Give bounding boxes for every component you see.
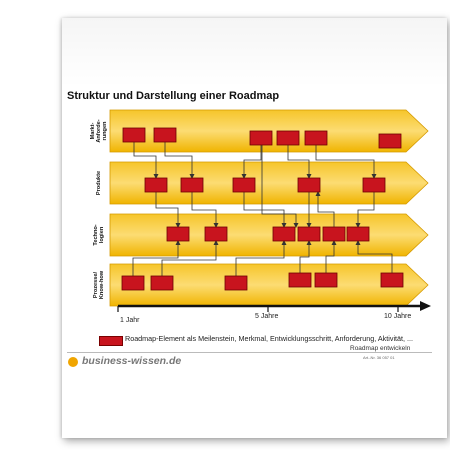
row-label-line: Anforde- — [96, 119, 102, 142]
roadmap-element — [121, 275, 145, 291]
time-axis-arrow — [420, 301, 431, 311]
roadmap-element — [232, 177, 256, 193]
connector-line — [241, 145, 262, 179]
roadmap-element — [122, 127, 146, 143]
roadmap-element — [272, 226, 296, 242]
row-label-line: Techno- — [93, 224, 99, 245]
roadmap-element — [297, 177, 321, 193]
row-label: Prozesse/Know-how — [93, 270, 105, 299]
roadmap-element — [204, 226, 228, 242]
connector-line — [355, 192, 375, 228]
roadmap-element — [380, 272, 404, 288]
roadmap-element — [150, 275, 174, 291]
roadmap-element — [276, 130, 300, 146]
connector-line — [235, 240, 287, 276]
row-label-line: logien — [99, 226, 105, 243]
roadmap-element — [180, 177, 204, 193]
roadmap-element — [153, 127, 177, 143]
document-title: Roadmap entwickeln — [350, 345, 411, 352]
row-label-line: Produkte — [96, 171, 102, 195]
roadmap-band-3 — [109, 213, 429, 257]
brand-logo-dot — [68, 357, 78, 367]
connector-line — [315, 191, 335, 227]
connector-line — [355, 240, 393, 273]
roadmap-element — [346, 226, 370, 242]
roadmap-element — [144, 177, 168, 193]
brand-name: business-wissen.de — [82, 355, 182, 367]
roadmap-element — [297, 226, 321, 242]
connector-line — [191, 192, 219, 228]
connector-line — [133, 142, 159, 179]
legend-text: Roadmap-Element als Meilenstein, Merkmal… — [125, 334, 414, 343]
connector-line — [299, 240, 312, 273]
roadmap-element — [224, 275, 248, 291]
connector-line — [261, 145, 299, 228]
row-label: Produkte — [96, 171, 102, 195]
connector-line — [161, 240, 219, 276]
row-label: Techno-logien — [93, 224, 105, 245]
roadmap-element — [322, 226, 346, 242]
legend-swatch — [99, 336, 123, 346]
roadmap-element — [249, 130, 273, 146]
roadmap-band-2 — [109, 161, 429, 205]
row-label-line: rungen — [102, 121, 108, 141]
diagram-title: Struktur und Darstellung einer Roadmap — [67, 90, 280, 102]
axis-tick-label: 5 Jahre — [255, 313, 278, 320]
connector-line — [155, 192, 181, 228]
roadmap-element — [288, 272, 312, 288]
footer-divider — [67, 352, 432, 353]
axis-tick-label: 10 Jahre — [384, 313, 411, 320]
roadmap-element — [304, 130, 328, 146]
connector-line — [287, 145, 312, 179]
row-label: Markt- Anforde-rungen — [90, 119, 108, 142]
row-label-line: Markt- — [90, 122, 96, 139]
roadmap-element — [378, 133, 402, 149]
connector-line — [325, 240, 337, 273]
connector-line — [315, 145, 377, 179]
roadmap-band-4 — [109, 263, 429, 307]
row-label-line: Prozesse/ — [93, 271, 99, 298]
connector-line — [243, 192, 287, 228]
row-label-line: Know-how — [99, 270, 105, 299]
roadmap-element — [166, 226, 190, 242]
connector-line — [164, 142, 195, 179]
roadmap-element — [362, 177, 386, 193]
document-number: Art.-Nr. 36 057 01 — [363, 355, 395, 360]
roadmap-element — [314, 272, 338, 288]
connector-line — [132, 240, 181, 276]
axis-tick-label: 1 Jahr — [120, 317, 140, 324]
